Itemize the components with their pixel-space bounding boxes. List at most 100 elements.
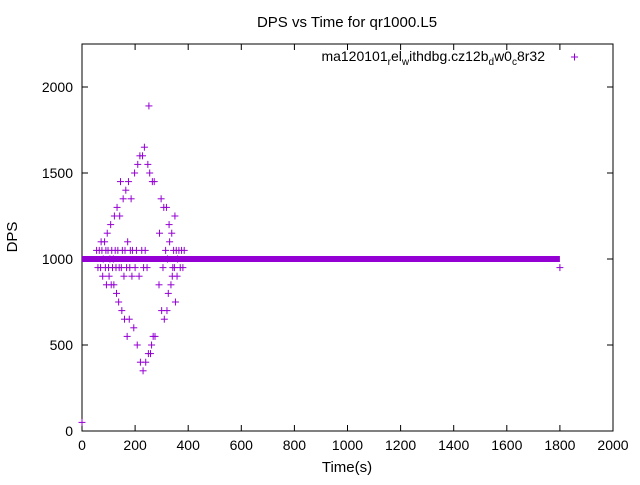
data-point [140,143,148,151]
data-point [179,264,187,272]
data-point [124,178,132,186]
data-point [135,272,143,280]
legend-text-part: 8r32 [517,48,545,64]
data-point [101,238,109,246]
data-point [115,298,123,306]
data-point [118,307,126,315]
data-point [113,203,121,211]
data-point [146,169,154,177]
data-point [162,246,170,254]
data-point [159,264,167,272]
data-point [127,195,135,203]
data-point [120,272,128,280]
data-point [131,264,139,272]
x-tick-label: 1200 [385,437,416,453]
data-point [119,195,127,203]
legend-text-part: ma120101 [321,48,387,64]
chart-title: DPS vs Time for qr1000.L5 [257,14,437,31]
data-point [139,367,147,375]
x-tick-label: 800 [283,437,307,453]
data-point [99,255,107,263]
data-point [128,272,136,280]
x-tick-label: 1400 [438,437,469,453]
data-point [170,264,178,272]
data-point [130,324,138,332]
data-point [166,238,174,246]
data-point [124,238,132,246]
y-tick-label: 0 [65,423,73,439]
x-tick-label: 1000 [332,437,363,453]
data-point [145,102,153,110]
data-point [109,255,117,263]
data-point [103,229,111,237]
legend: ma120101relwithdbg.cz12bdw0c8r32 [321,48,578,68]
data-point [163,255,171,263]
plot-frame [81,43,614,432]
data-point [141,246,149,254]
data-point [116,178,124,186]
data-point [116,212,124,220]
data-point [171,298,179,306]
data-point [155,281,163,289]
data-point [122,186,130,194]
x-tick-label: 0 [78,437,86,453]
data-point [123,332,131,340]
data-point [173,272,181,280]
data-point [139,152,147,160]
data-point [134,160,142,168]
data-point [165,221,173,229]
data-point [110,281,118,289]
y-tick-label: 2000 [42,79,73,95]
data-point [556,264,564,272]
x-tick-label: 1800 [544,437,575,453]
data-point [105,272,113,280]
data-point [146,350,154,358]
data-point [157,195,165,203]
data-point [174,255,182,263]
data-point [113,289,121,297]
data-point [180,246,188,254]
data-point [162,203,170,211]
legend-label: ma120101relwithdbg.cz12bdw0c8r32 [321,48,545,68]
data-point [171,212,179,220]
data-point [151,332,159,340]
data-point [156,229,164,237]
y-tick-label: 1500 [42,165,73,181]
data-point [125,315,133,323]
x-tick-label: 1600 [491,437,522,453]
y-tick-label: 500 [50,337,74,353]
legend-text-part: el [391,48,402,64]
baseline-band [82,256,560,262]
legend-marker [571,53,578,61]
data-point [168,229,176,237]
x-tick-label: 600 [230,437,254,453]
data-point [163,307,171,315]
legend-subscript: d [489,57,495,68]
data-point [142,358,150,366]
x-tick-label: 200 [123,437,147,453]
axes: 0 200 400 600 800 1000 1200 1400 1600 1800 2000 0 50… [42,43,629,453]
data-point [150,178,158,186]
data-point [160,315,168,323]
data-point [78,418,86,426]
legend-subscript: r [388,57,392,68]
y-axis-title: DPS [4,222,21,253]
data-point [167,281,175,289]
data-point [131,169,139,177]
data-point [107,221,115,229]
x-tick-label: 2000 [597,437,628,453]
data-layer [78,102,564,426]
data-point [99,272,107,280]
data-point [144,160,152,168]
data-point [143,264,151,272]
legend-subscript: c [512,57,517,68]
x-axis-title: Time(s) [322,459,372,476]
legend-text-part: w0 [493,48,512,64]
legend-text-part: ithdbg.cz12b [409,48,489,64]
data-point [133,341,141,349]
data-point [148,341,156,349]
data-point [164,289,172,297]
legend-subscript: w [401,57,410,68]
